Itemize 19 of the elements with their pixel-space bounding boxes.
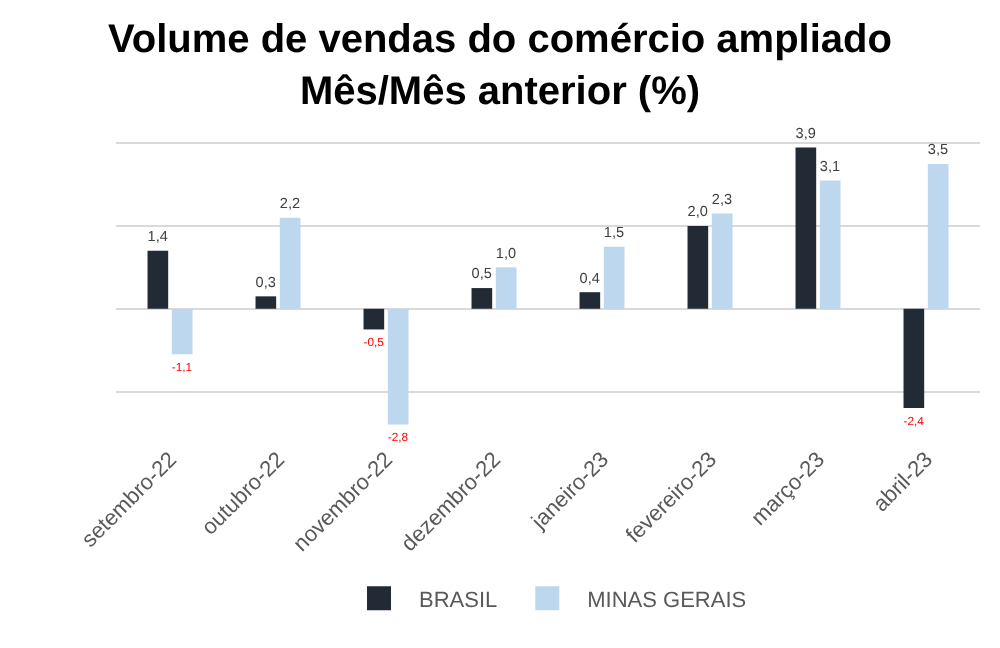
bar <box>495 267 517 309</box>
legend-label: MINAS GERAIS <box>587 588 747 613</box>
bar <box>363 308 385 330</box>
bar <box>687 226 709 309</box>
bar <box>579 292 601 309</box>
bar <box>903 308 925 409</box>
bar <box>927 163 949 309</box>
bar <box>255 296 277 309</box>
bar <box>795 147 817 309</box>
bar <box>171 308 193 355</box>
bar <box>711 213 733 309</box>
legend-label: BRASIL <box>419 588 498 613</box>
chart-title: Volume de vendas do comércio ampliado Mês/Mês anterior (%) <box>108 17 892 114</box>
bar <box>603 246 625 309</box>
bar <box>279 217 301 309</box>
bar <box>819 180 841 309</box>
bar <box>387 308 409 425</box>
bar <box>471 288 493 309</box>
bar <box>147 250 169 309</box>
